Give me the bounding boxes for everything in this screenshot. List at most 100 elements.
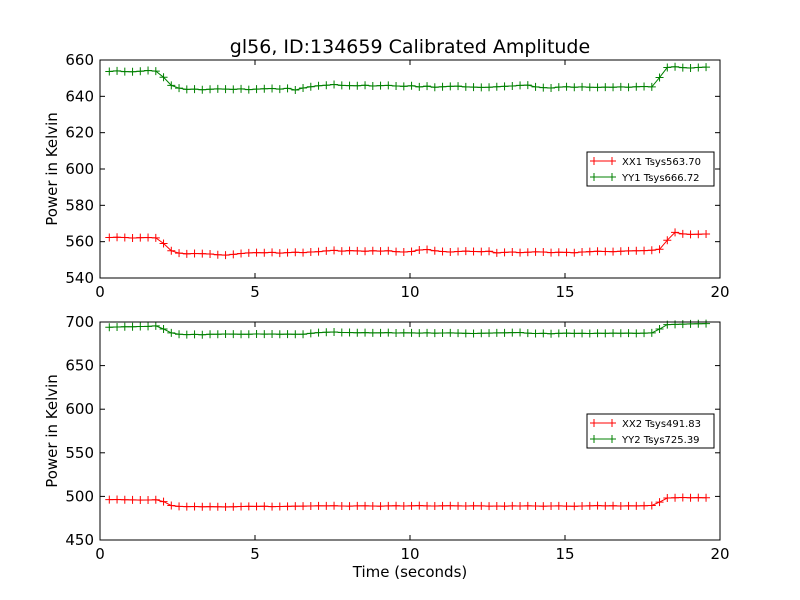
data-point: [655, 498, 664, 507]
legend-box: [586, 413, 715, 449]
data-point: [671, 62, 680, 71]
data-point: [159, 324, 168, 333]
y-tick-label: 700: [65, 313, 94, 331]
data-point: [144, 233, 153, 242]
y-tick-label: 450: [65, 531, 94, 549]
data-point: [461, 82, 470, 91]
data-point: [570, 502, 579, 511]
x-tick-label: 10: [400, 545, 419, 563]
data-point: [330, 246, 339, 255]
data-point: [671, 228, 680, 237]
y-tick-label: 580: [65, 196, 94, 214]
data-point: [647, 246, 656, 255]
data-point: [376, 247, 385, 256]
data-point: [252, 502, 261, 511]
data-point: [260, 330, 269, 339]
data-point: [213, 84, 222, 93]
data-point: [616, 247, 625, 256]
data-point: [663, 63, 672, 72]
data-point: [585, 247, 594, 256]
data-point: [616, 82, 625, 91]
data-point: [283, 248, 292, 257]
data-point: [632, 501, 641, 510]
data-point: [105, 67, 114, 76]
data-point: [167, 501, 176, 510]
data-point: [423, 245, 432, 254]
data-point: [159, 239, 168, 248]
data-point: [531, 501, 540, 510]
data-point: [446, 82, 455, 91]
data-point: [337, 328, 346, 337]
data-point: [655, 245, 664, 254]
data-point: [306, 82, 315, 91]
axis-ticks-bottom: 0 5 10 15 20 450 500 550 600 650 700: [65, 313, 729, 563]
data-point: [446, 248, 455, 257]
data-point: [198, 85, 207, 94]
data-point: [624, 246, 633, 255]
data-point: [531, 329, 540, 338]
data-point: [198, 249, 207, 258]
data-point: [182, 85, 191, 94]
x-tick-label: 20: [710, 545, 729, 563]
data-point: [361, 81, 370, 90]
data-point: [190, 249, 199, 258]
data-point: [144, 322, 153, 331]
data-point: [415, 82, 424, 91]
data-point: [407, 328, 416, 337]
data-point: [492, 82, 501, 91]
data-point: [306, 329, 315, 338]
data-point: [113, 322, 122, 331]
y-tick-label: 540: [65, 269, 94, 287]
legend-bottom: XX2 Tsys491.83 YY2 Tsys725.39: [586, 413, 715, 449]
data-point: [198, 330, 207, 339]
data-point: [206, 250, 215, 259]
x-axis-label: Time (seconds): [352, 563, 468, 581]
data-point: [159, 497, 168, 506]
legend-marker: [608, 435, 616, 443]
x-tick-label: 10: [400, 283, 419, 301]
data-point: [585, 329, 594, 338]
data-point: [477, 247, 486, 256]
legend-marker: [608, 157, 616, 165]
data-point: [345, 81, 354, 90]
data-point: [268, 84, 277, 93]
data-point: [609, 247, 618, 256]
data-point: [601, 247, 610, 256]
data-point: [554, 329, 563, 338]
data-point: [113, 495, 122, 504]
data-point: [345, 246, 354, 255]
x-tick-label: 15: [555, 283, 574, 301]
data-point: [128, 495, 137, 504]
data-point: [353, 246, 362, 255]
data-point: [136, 496, 145, 505]
legend-marker: [590, 157, 598, 165]
data-point: [593, 329, 602, 338]
data-point: [500, 502, 509, 511]
data-point: [151, 321, 160, 330]
data-point: [330, 80, 339, 89]
data-point: [283, 502, 292, 511]
data-point: [376, 328, 385, 337]
chart-panel-top: 0 5 10 15 20 540 560 580 600 620 640 660 Power in K…: [43, 51, 730, 301]
data-point: [399, 82, 408, 91]
data-point: [144, 66, 153, 75]
data-point: [151, 233, 160, 242]
data-point: [593, 83, 602, 92]
data-point: [105, 495, 114, 504]
data-point: [454, 501, 463, 510]
data-point: [306, 248, 315, 257]
data-point: [237, 249, 246, 258]
legend-top: XX1 Tsys563.70 YY1 Tsys666.72: [586, 151, 715, 187]
data-point: [392, 328, 401, 337]
data-point: [531, 247, 540, 256]
data-point: [632, 82, 641, 91]
y-tick-label: 600: [65, 400, 94, 418]
data-point: [562, 82, 571, 91]
data-point: [291, 502, 300, 511]
data-point: [438, 328, 447, 337]
data-point: [446, 328, 455, 337]
data-point: [399, 248, 408, 257]
data-point: [671, 493, 680, 502]
figure-title: gl56, ID:134659 Calibrated Amplitude: [230, 36, 590, 58]
data-point: [485, 83, 494, 92]
